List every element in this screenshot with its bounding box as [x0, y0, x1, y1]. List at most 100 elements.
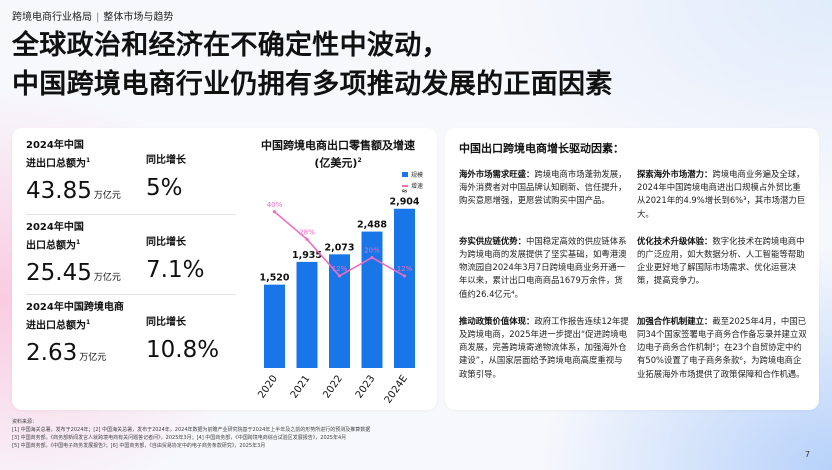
- stat-label-line1: 2024年中国跨境电商: [26, 302, 124, 313]
- chart-title-footnote: 2: [357, 157, 362, 164]
- stat-label-line1: 2024年中国: [26, 222, 84, 233]
- growth-label: 同比增长: [146, 155, 186, 166]
- driver-text: 数字化技术在跨境电商中的广泛应用，如大数据分析、人工智能等帮助企业更好地了解国际…: [637, 235, 805, 286]
- stat-value: 43.85: [26, 178, 92, 205]
- growth-value-label: 12%: [332, 265, 348, 273]
- page-title-line1: 全球政治和经济在不确定性中波动，: [12, 30, 449, 61]
- chart-title: 中国跨境电商出口零售额及增速 (亿美元)2: [248, 138, 428, 171]
- bar-value-label: 1,520: [259, 273, 289, 284]
- legend-item-line: 增速: [402, 181, 423, 190]
- stats-chart-card: 2024年中国 进出口总额为1 43.85 万亿元 同比增长 5% 2024年中国出…: [12, 128, 437, 410]
- stat-export-total: 2024年中国 出口总额为1 25.45 万亿元: [26, 220, 121, 292]
- approx-mark: ≈: [401, 187, 408, 196]
- growth-value: 10.8%: [146, 337, 220, 363]
- driver-heading: 推动政策价值体现：: [459, 315, 535, 326]
- driver-item: 海外市场需求旺盛：跨境电商市场蓬勃发展，海外消费者对中国品牌认知刷新、信任提升，…: [459, 168, 629, 221]
- stat-value: 2.63: [26, 340, 78, 367]
- stat-label-line2: 出口总额为: [26, 240, 76, 252]
- bar-value-label: 2,073: [324, 242, 354, 253]
- stat-cross-border-total: 2024年中国跨境电商 进出口总额为1 2.63 万亿元: [26, 300, 124, 372]
- driver-item: 推动政策价值体现：政府工作报告连续12年提及跨境电商，2025年进一步提出“促进…: [459, 315, 629, 381]
- stat-footnote: 1: [86, 319, 91, 326]
- legend-label-line: 增速: [411, 183, 424, 190]
- sources-heading: 资料来源：: [12, 419, 38, 425]
- sources: 资料来源： [1] 中国海关总署，发布于2024年；[2] 中国海关总署，发布于…: [12, 418, 792, 450]
- bar-value-label: 2,488: [357, 220, 387, 231]
- breadcrumb-subsection: 整体市场与趋势: [103, 12, 174, 23]
- driver-item: 夯实供应链优势：中国稳定高效的供应链体系为跨境电商的发展提供了坚实基础，如粤港澳…: [459, 235, 629, 301]
- source-line: [5] 中国商务部，《中国电子商务发展报告》；[6] 中国商务部，《自由贸易协定…: [12, 443, 266, 449]
- source-line: [3] 中国商务部，《商务部新闻发言人就跨境电商有关问题答记者问》，2025年3…: [12, 435, 347, 441]
- driver-item: 加强合作机制建立：截至2025年4月，中国已同34个国家签署电子商务合作备忘录并…: [637, 315, 807, 381]
- growth-value: 7.1%: [146, 257, 205, 283]
- breadcrumb-section: 跨境电商行业格局: [12, 12, 92, 23]
- growth-value-label: 12%: [397, 265, 413, 273]
- growth-point: [337, 274, 342, 278]
- chart-bar: [264, 284, 285, 368]
- chart-bar: [296, 261, 318, 368]
- legend-label-bar: 规模: [411, 172, 424, 179]
- divider: [26, 214, 236, 215]
- growth-point: [402, 274, 407, 278]
- bar-value-label: 2,904: [389, 197, 419, 208]
- stat-import-export-total: 2024年中国 进出口总额为1 43.85 万亿元: [26, 138, 121, 210]
- page-title: 全球政治和经济在不确定性中波动， 中国跨境电商行业仍拥有多项推动发展的正面因素: [12, 26, 613, 104]
- x-tick-label: 2021: [289, 373, 313, 400]
- growth-value-label: 28%: [299, 228, 315, 236]
- stat-unit: 万亿元: [79, 353, 107, 364]
- stat-growth-import-export: 同比增长 5%: [146, 138, 186, 202]
- driver-text: 跨境电商市场蓬勃发展，海外消费者对中国品牌认知刷新、信任提升，购买意愿增强，更愿…: [459, 169, 627, 206]
- stat-label-line2: 进出口总额为: [26, 158, 86, 170]
- stat-label-line1: 2024年中国: [26, 140, 84, 151]
- stat-unit: 万亿元: [93, 273, 121, 284]
- driver-text: 中国稳定高效的供应链体系为跨境电商的发展提供了坚实基础，如粤港澳物流园自2024…: [459, 235, 627, 299]
- page-number: 7: [804, 450, 810, 459]
- growth-label: 同比增长: [146, 237, 186, 248]
- growth-point: [305, 237, 309, 241]
- driver-heading: 探索海外市场潜力：: [637, 169, 713, 179]
- x-tick-label: 2022: [321, 373, 345, 400]
- legend-item-bar: 规模: [402, 170, 423, 179]
- legend-swatch-bar: [402, 172, 408, 177]
- chart-bar: [394, 208, 415, 368]
- chart-title-line1: 中国跨境电商出口零售额及增速: [261, 139, 415, 152]
- chart-title-line2: (亿美元): [314, 156, 358, 170]
- driver-heading: 加强合作机制建立：: [637, 315, 713, 326]
- driver-text: 跨境电商业务遍及全球，2024年中国跨境电商进出口规模占外贸比重从2021年的4…: [637, 169, 806, 219]
- export-retail-chart: 1,520 2020 1,935 2021 2,073 2022 2,488 2023 2,90…: [256, 187, 420, 406]
- growth-value-label: 20%: [364, 247, 380, 255]
- chart-bar: [361, 231, 383, 368]
- growth-point: [272, 210, 277, 214]
- growth-label: 同比增长: [146, 317, 186, 328]
- driver-heading: 优化技术升级体验：: [637, 235, 713, 246]
- driver-item: 优化技术升级体验：数字化技术在跨境电商中的广泛应用，如大数据分析、人工智能等帮助…: [637, 235, 807, 301]
- drivers-card: 中国出口跨境电商增长驱动因素： 海外市场需求旺盛：跨境电商市场蓬勃发展，海外消费…: [445, 128, 819, 410]
- growth-value-label: 40%: [267, 201, 283, 209]
- drivers-title: 中国出口跨境电商增长驱动因素：: [459, 142, 624, 155]
- divider: [26, 294, 236, 295]
- stat-footnote: 1: [86, 157, 91, 164]
- breadcrumb-separator: |: [96, 12, 100, 23]
- driver-text: 政府工作报告连续12年提及跨境电商，2025年进一步提出“促进跨境电商发展，完善…: [459, 315, 629, 379]
- stat-label-line2: 进出口总额为: [26, 320, 86, 332]
- x-tick-label: 2023: [354, 373, 378, 400]
- driver-text: 截至2025年4月，中国已同34个国家签署电子商务合作备忘录并建立双边电子商务合…: [637, 315, 807, 379]
- chart-bar: [329, 254, 350, 368]
- stat-value: 25.45: [26, 260, 92, 287]
- legend-swatch-line: [402, 184, 408, 187]
- driver-item: 探索海外市场潜力：跨境电商业务遍及全球，2024年中国跨境电商进出口规模占外贸比…: [637, 168, 807, 221]
- page-title-line2: 中国跨境电商行业仍拥有多项推动发展的正面因素: [12, 69, 613, 100]
- driver-heading: 夯实供应链优势：: [459, 235, 526, 246]
- source-line: [1] 中国海关总署，发布于2024年；[2] 中国海关总署，发布于2024年，…: [12, 427, 371, 433]
- growth-point: [370, 255, 374, 260]
- stat-growth-cross-border: 同比增长 10.8%: [146, 300, 219, 364]
- driver-heading: 海外市场需求旺盛：: [459, 169, 535, 179]
- bar-value-label: 1,935: [292, 250, 322, 261]
- stat-unit: 万亿元: [93, 191, 121, 202]
- x-tick-label: 2024E: [383, 373, 410, 405]
- growth-value: 5%: [146, 175, 183, 201]
- x-tick-label: 2020: [256, 373, 280, 400]
- drivers-grid: 海外市场需求旺盛：跨境电商市场蓬勃发展，海外消费者对中国品牌认知刷新、信任提升，…: [459, 168, 807, 381]
- stat-growth-export: 同比增长 7.1%: [146, 220, 204, 284]
- chart-legend: 规模 增速: [402, 170, 423, 192]
